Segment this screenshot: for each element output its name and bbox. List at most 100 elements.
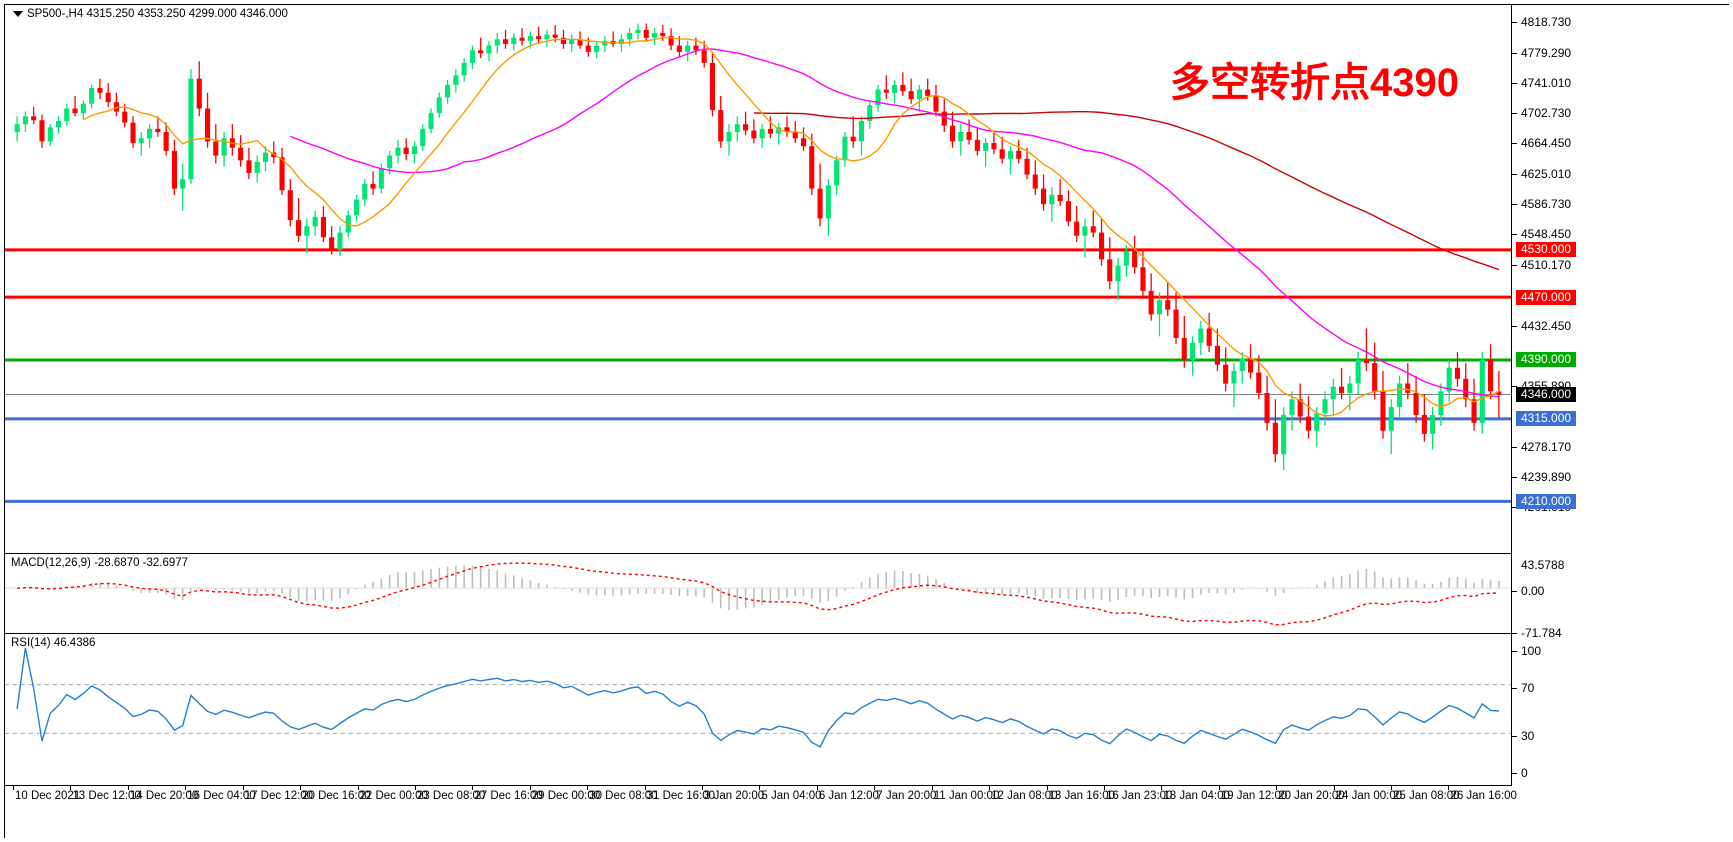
time-axis-label: 10 Dec 2021 (15, 790, 81, 802)
price-tick-label: 4510.170 (1521, 257, 1572, 272)
time-tick-mark (1448, 786, 1450, 790)
level-tag-4315[interactable]: 4315.000 (1516, 411, 1577, 427)
tick-mark (1512, 507, 1517, 508)
macd-title: MACD(12,26,9) -28.6870 -32.6977 (11, 557, 189, 569)
macd-tick-label: 43.5788 (1521, 558, 1565, 572)
time-axis-label: 13 Jan 16:00 (1048, 790, 1116, 802)
price-tick-label: 4779.290 (1521, 45, 1572, 60)
tick-mark (1512, 52, 1517, 54)
time-axis-label: 5 Jan 04:00 (761, 790, 822, 802)
time-tick-mark (1333, 786, 1335, 790)
time-tick-mark (1161, 786, 1163, 790)
current-price-tag[interactable]: 4346.000 (1516, 387, 1577, 403)
time-tick-mark (357, 786, 359, 790)
time-axis-label: 19 Jan 12:00 (1220, 790, 1288, 802)
time-axis-label: 23 Dec 08:00 (416, 790, 486, 802)
rsi-plot (5, 647, 1511, 748)
time-axis-label: 20 Dec 16:00 (302, 790, 371, 802)
time-tick-mark (587, 786, 589, 790)
time-tick-mark (874, 786, 876, 790)
time-axis-label: 25 Jan 08:00 (1393, 790, 1460, 802)
time-axis-label: 12 Jan 08:00 (991, 790, 1058, 802)
time-axis-label: 13 Dec 12:00 (72, 790, 141, 802)
rsi-title: RSI(14) 46.4386 (11, 637, 96, 649)
level-tag-4390[interactable]: 4390.000 (1516, 352, 1577, 368)
time-tick-mark (759, 786, 761, 790)
time-tick-mark (702, 786, 704, 790)
time-tick-mark (644, 786, 646, 790)
time-tick-mark (1391, 786, 1393, 790)
time-axis[interactable]: 10 Dec 2021 13 Dec 12:00 14 Dec 20:00 16 De… (5, 786, 1729, 838)
time-axis-label: 27 Dec 16:00 (474, 790, 543, 802)
level-tag-4470[interactable]: 4470.000 (1516, 289, 1577, 305)
rsi-tick-label: 100 (1521, 644, 1542, 658)
macd-tick-label: 0.00 (1521, 584, 1545, 599)
price-tick-label: 4664.450 (1521, 136, 1572, 151)
time-axis-label: 6 Jan 12:00 (818, 790, 879, 802)
symbol-header: SP500-,H4 4315.250 4353.250 4299.000 434… (27, 8, 288, 20)
tick-mark (1512, 385, 1517, 387)
time-tick-mark (816, 786, 818, 790)
tick-mark (1512, 204, 1517, 206)
time-axis-label: 30 Dec 08:00 (589, 790, 658, 802)
price-scale[interactable]: 4818.730 4779.290 4741.010 4702.730 4664.450… (1511, 5, 1729, 786)
tick-mark (1512, 174, 1517, 176)
tick-mark (1512, 687, 1517, 689)
time-axis-label: 22 Dec 00:00 (359, 790, 428, 802)
tick-mark (1512, 22, 1517, 23)
time-axis-label: 20 Jan 20:00 (1278, 790, 1345, 802)
tick-mark (1512, 446, 1517, 448)
tick-mark (1512, 591, 1517, 593)
tick-mark (1512, 633, 1517, 634)
macd-pane[interactable]: MACD(12,26,9) -28.6870 -32.6977 (5, 554, 1511, 634)
tick-mark (1512, 651, 1517, 652)
price-tick-label: 4278.170 (1521, 439, 1572, 454)
time-axis-label: 16 Dec 04:00 (187, 790, 256, 802)
price-tick-label: 4741.010 (1521, 76, 1572, 91)
rsi-tick-label: 30 (1521, 729, 1535, 744)
time-axis-label: 26 Jan 16:00 (1450, 790, 1517, 802)
time-axis-label: 24 Jan 00:00 (1335, 790, 1403, 802)
level-tag-4530[interactable]: 4530.000 (1516, 242, 1577, 258)
time-tick-mark (1218, 786, 1220, 790)
price-tick-label: 4432.450 (1521, 318, 1572, 333)
macd-tick-label: -71.784 (1521, 626, 1562, 640)
tick-mark (1512, 325, 1517, 327)
time-axis-label: 18 Jan 04:00 (1163, 790, 1230, 802)
price-tick-label: 4548.450 (1521, 227, 1572, 242)
chart-annotation: 多空转折点4390 (1170, 61, 1459, 105)
time-tick-mark (242, 786, 244, 790)
time-tick-mark (1046, 786, 1048, 790)
time-tick-mark (931, 786, 933, 790)
tick-mark (1512, 143, 1517, 145)
rsi-pane[interactable]: RSI(14) 46.4386 (5, 634, 1511, 786)
time-tick-mark (185, 786, 187, 790)
rsi-tick-label: 0 (1521, 766, 1528, 780)
time-tick-mark (529, 786, 531, 790)
price-tick-label: 4702.730 (1521, 106, 1572, 121)
triangle-down-icon[interactable] (13, 11, 23, 17)
time-axis-label: 31 Dec 16:00 (646, 790, 716, 802)
time-tick-mark (70, 786, 72, 790)
level-tag-4210[interactable]: 4210.000 (1516, 493, 1577, 509)
chart-frame: SP500-,H4 4315.250 4353.250 4299.000 434… (4, 4, 1729, 838)
time-tick-mark (13, 786, 14, 790)
price-pane[interactable]: SP500-,H4 4315.250 4353.250 4299.000 434… (5, 5, 1511, 554)
tick-mark (1512, 773, 1517, 774)
time-axis-label: 17 Dec 12:00 (244, 790, 314, 802)
price-plot (5, 23, 1511, 503)
time-axis-label: 3 Jan 20:00 (704, 790, 765, 802)
rsi-tick-label: 70 (1521, 680, 1535, 695)
time-tick-mark (1103, 786, 1105, 790)
time-tick-mark (989, 786, 991, 790)
time-axis-label: 7 Jan 20:00 (876, 790, 937, 802)
price-tick-label: 4586.730 (1521, 197, 1572, 212)
macd-plot (5, 562, 1511, 626)
time-tick-mark (472, 786, 474, 790)
tick-mark (1512, 234, 1517, 236)
tick-mark (1512, 83, 1517, 85)
time-axis-label: 11 Jan 00:00 (933, 790, 1000, 802)
time-tick-mark (414, 786, 416, 790)
tick-mark (1512, 113, 1517, 115)
